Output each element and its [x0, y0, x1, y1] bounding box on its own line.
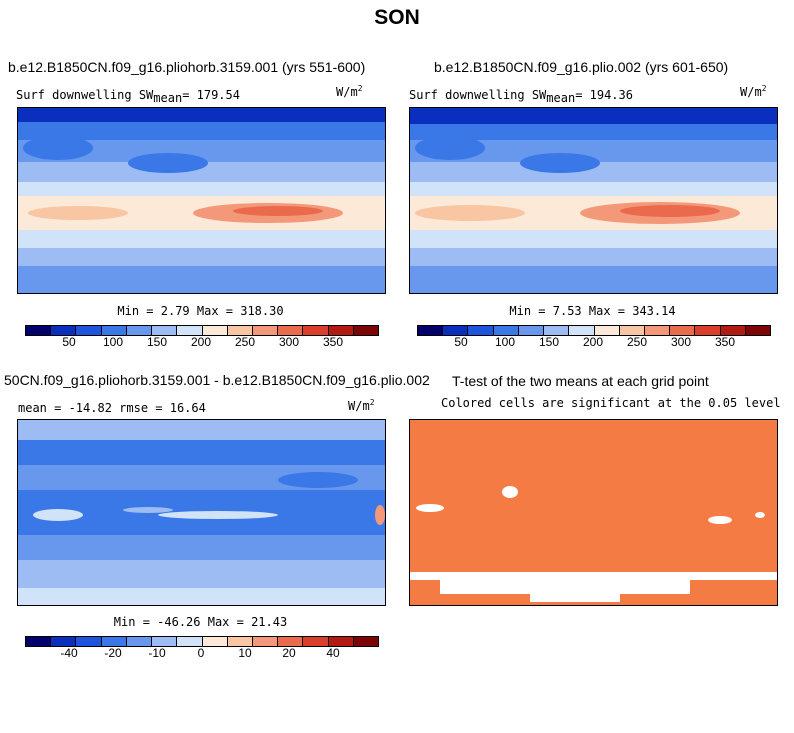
colorbar-tick: 50: [62, 335, 76, 349]
colorbar-tick: 150: [146, 335, 168, 349]
colorbar-swatch: [26, 326, 52, 335]
panel4-title: T-test of the two means at each grid poi…: [452, 373, 709, 389]
panel1-mean-label: mean: [153, 91, 183, 105]
panel1-title: b.e12.B1850CN.f09_g16.pliohorb.3159.001 …: [8, 59, 366, 75]
colorbar-swatch: [544, 326, 570, 335]
colorbar-swatch: [126, 326, 153, 335]
panel1-variable-mean: Surf downwelling SWmean= 179.54: [16, 88, 240, 105]
colorbar-swatch: [51, 326, 77, 335]
panel1-map: [17, 107, 386, 294]
colorbar-tick: -10: [148, 646, 166, 660]
panel3-field: [18, 420, 385, 605]
colorbar-swatch: [569, 326, 595, 335]
colorbar-tick: 0: [197, 646, 205, 660]
panel2-field: [410, 108, 777, 293]
panel4-map: [409, 419, 778, 606]
colorbar-tick: 10: [238, 646, 252, 660]
colorbar-swatch: [278, 637, 304, 646]
colorbar-swatch: [594, 326, 620, 335]
panel2-units: W/m2: [740, 84, 767, 99]
colorbar-tick: 50: [454, 335, 468, 349]
colorbar-swatch: [303, 326, 329, 335]
panel1-field: [18, 108, 385, 293]
colorbar-swatch: [177, 326, 203, 335]
colorbar-tick: 40: [326, 646, 340, 660]
panel3-map: [17, 419, 386, 606]
figure-title: SON: [374, 6, 420, 29]
colorbar-tick: 300: [670, 335, 692, 349]
panel2-mean-value: = 194.36: [575, 88, 633, 102]
colorbar-tick: 200: [582, 335, 604, 349]
panel2-title: b.e12.B1850CN.f09_g16.plio.002 (yrs 601-…: [434, 59, 729, 75]
panel2-minmax: Min = 7.53 Max = 343.14: [509, 304, 676, 318]
colorbar-swatch: [227, 637, 253, 646]
colorbar-tick: -20: [104, 646, 122, 660]
colorbar-tick: 100: [102, 335, 124, 349]
colorbar-swatch: [493, 326, 519, 335]
colorbar-swatch: [418, 326, 444, 335]
panel3-title: 50CN.f09_g16.pliohorb.3159.001 - b.e12.B…: [4, 372, 430, 388]
colorbar-tick: 150: [538, 335, 560, 349]
panel2-variable-mean: Surf downwelling SWmean= 194.36: [409, 88, 633, 105]
colorbar-absolute-1: [25, 325, 379, 336]
colorbar-swatch: [152, 326, 178, 335]
colorbar-swatch: [76, 326, 102, 335]
panel1-mean-value: = 179.54: [182, 88, 240, 102]
panel4-significance: [410, 420, 777, 605]
colorbar-swatch: [353, 326, 379, 335]
colorbar-swatch: [443, 326, 469, 335]
colorbar-swatch: [76, 637, 102, 646]
colorbar-swatch: [720, 326, 746, 335]
colorbar-tick: 200: [190, 335, 212, 349]
colorbar-tick: 350: [322, 335, 344, 349]
colorbar-swatch: [353, 637, 379, 646]
panel1-variable: Surf downwelling SW: [16, 88, 154, 102]
panel2-mean-label: mean: [546, 91, 576, 105]
colorbar-tick: 250: [626, 335, 648, 349]
colorbar-swatch: [695, 326, 721, 335]
colorbar-swatch: [328, 326, 354, 335]
colorbar-swatch: [177, 637, 203, 646]
colorbar-swatch: [518, 326, 545, 335]
colorbar-swatch: [126, 637, 153, 646]
panel2-map: [409, 107, 778, 294]
colorbar-swatch: [278, 326, 304, 335]
colorbar-swatch: [202, 637, 228, 646]
colorbar-absolute-2: [417, 325, 771, 336]
panel4-subtitle: Colored cells are significant at the 0.0…: [441, 396, 781, 410]
colorbar-swatch: [26, 637, 52, 646]
colorbar-tick: 100: [494, 335, 516, 349]
panel3-minmax: Min = -46.26 Max = 21.43: [113, 615, 288, 629]
colorbar-tick: 300: [278, 335, 300, 349]
colorbar-swatch: [252, 637, 279, 646]
colorbar-tick: 20: [282, 646, 296, 660]
colorbar-tick: -40: [60, 646, 78, 660]
colorbar-tick: 350: [714, 335, 736, 349]
panel3-stats: mean = -14.82 rmse = 16.64: [18, 401, 206, 415]
colorbar-difference: [25, 636, 379, 647]
colorbar-swatch: [745, 326, 771, 335]
colorbar-swatch: [51, 637, 77, 646]
colorbar-swatch: [328, 637, 354, 646]
panel2-variable: Surf downwelling SW: [409, 88, 547, 102]
panel1-units: W/m2: [336, 84, 363, 99]
panel3-units: W/m2: [348, 398, 375, 413]
colorbar-swatch: [152, 637, 178, 646]
colorbar-swatch: [252, 326, 279, 335]
colorbar-tick: 250: [234, 335, 256, 349]
colorbar-swatch: [101, 637, 127, 646]
colorbar-swatch: [101, 326, 127, 335]
panel1-minmax: Min = 2.79 Max = 318.30: [117, 304, 284, 318]
colorbar-swatch: [468, 326, 494, 335]
colorbar-swatch: [303, 637, 329, 646]
colorbar-swatch: [202, 326, 228, 335]
colorbar-swatch: [227, 326, 253, 335]
colorbar-swatch: [619, 326, 645, 335]
colorbar-swatch: [644, 326, 671, 335]
colorbar-swatch: [670, 326, 696, 335]
